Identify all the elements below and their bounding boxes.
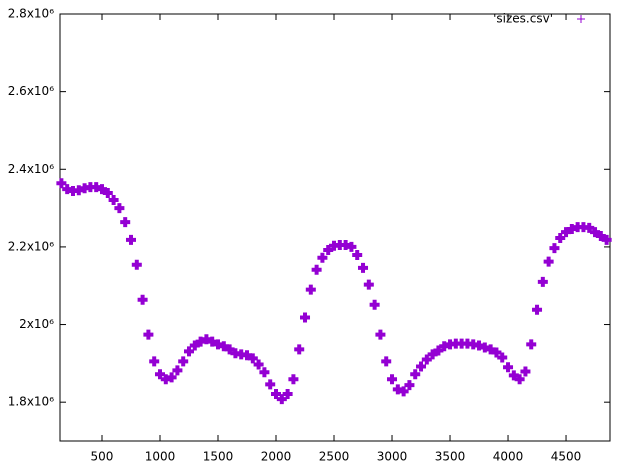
point <box>102 187 113 198</box>
point <box>253 359 264 370</box>
point <box>584 222 595 233</box>
y-tick-label: 2.8x10⁶ <box>8 7 54 21</box>
point <box>590 227 601 238</box>
point <box>346 241 357 252</box>
point <box>224 344 235 355</box>
point <box>352 250 363 261</box>
y-tick-label: 2x10⁶ <box>19 317 54 331</box>
point <box>276 394 287 405</box>
point <box>271 389 282 400</box>
point <box>323 245 334 256</box>
legend-marker <box>577 15 585 23</box>
point <box>311 264 322 275</box>
point <box>149 356 160 367</box>
point <box>549 243 560 254</box>
point <box>503 362 514 373</box>
point <box>520 366 531 377</box>
point <box>561 227 572 238</box>
point <box>288 374 299 385</box>
y-tick-label: 1.8x10⁶ <box>8 395 54 409</box>
point <box>300 312 311 323</box>
point <box>114 203 125 214</box>
point <box>369 299 380 310</box>
x-tick-label: 2000 <box>261 450 292 464</box>
x-tick-label: 1000 <box>145 450 176 464</box>
point <box>358 262 369 273</box>
y-tick-label: 2.6x10⁶ <box>8 84 54 98</box>
point <box>410 369 421 380</box>
point <box>207 336 218 347</box>
point <box>555 232 566 243</box>
plot-frame <box>59 13 611 442</box>
point <box>166 372 177 383</box>
point <box>242 350 253 361</box>
point <box>247 353 258 364</box>
point <box>595 231 606 242</box>
point <box>108 194 119 205</box>
point <box>137 294 148 305</box>
point <box>143 329 154 340</box>
point <box>178 356 189 367</box>
point <box>537 276 548 287</box>
x-tick-label: 3000 <box>377 450 408 464</box>
y-tick-label: 2.4x10⁶ <box>8 162 54 176</box>
point <box>317 252 328 263</box>
point <box>543 256 554 267</box>
legend-label: 'sizes.csv' <box>493 12 553 26</box>
x-tick-label: 3500 <box>435 450 466 464</box>
x-tick-label: 4500 <box>551 450 582 464</box>
point <box>433 345 444 356</box>
point <box>416 361 427 372</box>
point <box>514 374 525 385</box>
point <box>131 259 142 270</box>
point <box>189 340 200 351</box>
point <box>363 279 374 290</box>
point <box>155 369 165 380</box>
point <box>375 329 386 340</box>
point <box>265 379 276 390</box>
point <box>601 234 612 245</box>
point <box>56 178 67 189</box>
x-tick-label: 500 <box>91 450 114 464</box>
point <box>305 284 316 295</box>
point <box>120 217 131 228</box>
point <box>172 365 183 376</box>
point <box>184 346 195 357</box>
point <box>508 370 519 381</box>
point <box>381 356 392 367</box>
point <box>387 374 398 385</box>
point <box>96 184 107 195</box>
point <box>218 341 229 352</box>
point <box>195 336 206 347</box>
x-tick-label: 2500 <box>319 450 350 464</box>
point <box>421 354 432 365</box>
point <box>427 349 438 360</box>
y-tick-label: 2.2x10⁶ <box>8 239 54 253</box>
point <box>404 380 415 391</box>
point <box>526 339 537 350</box>
point <box>282 389 293 400</box>
point <box>532 304 543 315</box>
point <box>485 344 496 355</box>
x-tick-label: 1500 <box>203 450 234 464</box>
point <box>125 234 136 245</box>
point <box>259 367 270 378</box>
point <box>294 344 305 355</box>
point <box>201 334 212 345</box>
point <box>491 347 502 358</box>
point <box>398 386 409 397</box>
point <box>497 352 508 363</box>
x-tick-label: 4000 <box>493 450 524 464</box>
